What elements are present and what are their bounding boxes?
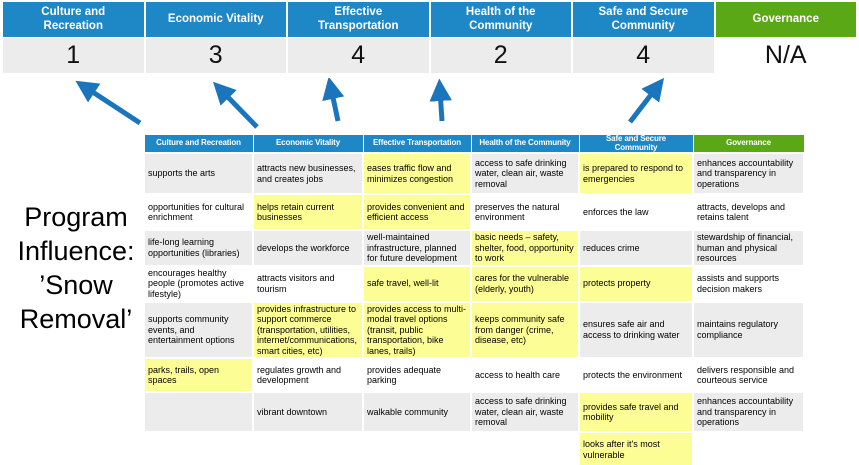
- matrix-cell-governance-r2: attracts, develops and retains talent: [692, 193, 805, 231]
- matrix-cell-economic-vitality-r4: attracts visitors and tourism: [252, 264, 364, 303]
- matrix-header-effective-transportation: Effective Transportation: [362, 134, 472, 154]
- matrix-header-economic-vitality: Economic Vitality: [252, 134, 364, 154]
- matrix-row-5: supports community events, and entertain…: [143, 300, 805, 359]
- matrix-cell-culture-and-recreation-r5: supports community events, and entertain…: [143, 300, 254, 359]
- matrix-header-health-of-the-community: Health of the Community: [470, 134, 580, 154]
- priority-score-value: 4: [288, 38, 429, 73]
- matrix-cell-economic-vitality-r7: vibrant downtown: [252, 391, 364, 433]
- priority-score-value: 1: [3, 38, 144, 73]
- matrix-cell-effective-transportation-r5: provides access to multi-modal travel op…: [362, 300, 472, 359]
- priority-header-label: Economic Vitality: [145, 2, 286, 37]
- matrix-cell-effective-transportation-r2: provides convenient and efficient access: [362, 193, 472, 231]
- matrix-header-governance: Governance: [692, 134, 805, 154]
- arrow-economic-icon: [212, 81, 259, 129]
- priority-matrix-table: Culture and Recreation Economic Vitality E…: [143, 134, 805, 465]
- matrix-row-4: encourages healthy people (promotes acti…: [143, 264, 805, 303]
- matrix-cell-effective-transportation-r4: safe travel, well-lit: [362, 264, 472, 303]
- arrow-culture-icon: [75, 80, 142, 126]
- matrix-cell-effective-transportation-r7: walkable community: [362, 391, 472, 433]
- matrix-cell-safe-and-secure-community-r7: provides safe travel and mobility: [578, 391, 694, 433]
- matrix-cell-governance-r4: assists and supports decision makers: [692, 264, 805, 303]
- matrix-cell-economic-vitality-r1: attracts new businesses, and creates job…: [252, 152, 364, 195]
- matrix-cell-governance-r3: stewardship of financial, human and phys…: [692, 229, 805, 267]
- matrix-row-3: life-long learning opportunities (librar…: [143, 229, 805, 267]
- priority-header-label: Governance: [715, 2, 856, 37]
- priority-column-governance: Governance N/A: [715, 2, 856, 73]
- matrix-cell-effective-transportation-r1: eases traffic flow and minimizes congest…: [362, 152, 472, 195]
- matrix-cell-health-of-the-community-r5: keeps community safe from danger (crime,…: [470, 300, 580, 359]
- matrix-cell-culture-and-recreation-r4: encourages healthy people (promotes acti…: [143, 264, 254, 303]
- matrix-cell-health-of-the-community-r3: basic needs – safety, shelter, food, opp…: [470, 229, 580, 267]
- influence-arrows: [75, 78, 665, 129]
- arrow-transportation-icon: [322, 78, 345, 122]
- matrix-cell-culture-and-recreation-r1: supports the arts: [143, 152, 254, 195]
- matrix-cell-safe-and-secure-community-r8: looks after it's most vulnerable: [578, 431, 694, 465]
- matrix-cell-economic-vitality-r5: provides infrastructure to support comme…: [252, 300, 364, 359]
- matrix-cell-health-of-the-community-r1: access to safe drinking water, clean air…: [470, 152, 580, 195]
- priority-header-label: Effective Transportation: [288, 2, 429, 37]
- arrow-health-icon: [429, 78, 452, 122]
- priority-header-label: Safe and Secure Community: [573, 2, 714, 37]
- matrix-row-7: vibrant downtown walkable community access…: [143, 391, 805, 433]
- matrix-cell-governance-r8: [692, 431, 805, 465]
- matrix-cell-economic-vitality-r6: regulates growth and development: [252, 357, 364, 393]
- matrix-header-culture-and-recreation: Culture and Recreation: [143, 134, 254, 154]
- priority-column-culture-and-recreation: Culture and Recreation 1: [3, 2, 144, 73]
- matrix-cell-health-of-the-community-r7: access to safe drinking water, clean air…: [470, 391, 580, 433]
- matrix-cell-safe-and-secure-community-r1: is prepared to respond to emergencies: [578, 152, 694, 195]
- priority-column-economic-vitality: Economic Vitality 3: [145, 2, 286, 73]
- priority-scoreboard: Culture and Recreation 1 Economic Vitality…: [3, 2, 856, 73]
- priority-score-value: 3: [145, 38, 286, 73]
- matrix-cell-health-of-the-community-r8: [470, 431, 580, 465]
- matrix-cell-culture-and-recreation-r6: parks, trails, open spaces: [143, 357, 254, 393]
- priority-column-effective-transportation: Effective Transportation 4: [288, 2, 429, 73]
- matrix-cell-governance-r6: delivers responsible and courteous servi…: [692, 357, 805, 393]
- matrix-cell-effective-transportation-r6: provides adequate parking: [362, 357, 472, 393]
- matrix-row-8: looks after it's most vulnerable: [143, 431, 805, 465]
- matrix-cell-governance-r1: enhances accountability and transparency…: [692, 152, 805, 195]
- matrix-header-safe-and-secure-community: Safe and Secure Community: [578, 134, 694, 154]
- matrix-row-2: opportunities for cultural enrichment hel…: [143, 193, 805, 231]
- matrix-cell-governance-r7: enhances accountability and transparency…: [692, 391, 805, 433]
- priority-score-value: 2: [430, 38, 571, 73]
- program-influence-title: Program Influence: ’Snow Removal’: [17, 202, 135, 334]
- matrix-cell-economic-vitality-r8: [252, 431, 364, 465]
- matrix-cell-health-of-the-community-r6: access to health care: [470, 357, 580, 393]
- matrix-cell-culture-and-recreation-r8: [143, 431, 254, 465]
- matrix-cell-safe-and-secure-community-r5: ensures safe air and access to drinking …: [578, 300, 694, 359]
- matrix-cell-health-of-the-community-r2: preserves the natural environment: [470, 193, 580, 231]
- priority-score-value: N/A: [715, 38, 856, 73]
- priority-column-health-of-the-community: Health of the Community 2: [430, 2, 571, 73]
- matrix-row-6: parks, trails, open spaces regulates grow…: [143, 357, 805, 393]
- arrow-safe-icon: [628, 78, 665, 124]
- matrix-cell-safe-and-secure-community-r2: enforces the law: [578, 193, 694, 231]
- matrix-cell-safe-and-secure-community-r3: reduces crime: [578, 229, 694, 267]
- matrix-cell-safe-and-secure-community-r4: protects property: [578, 264, 694, 303]
- priority-header-label: Culture and Recreation: [3, 2, 144, 37]
- matrix-row-1: supports the arts attracts new businesses…: [143, 152, 805, 195]
- matrix-cell-effective-transportation-r8: [362, 431, 472, 465]
- matrix-cell-culture-and-recreation-r3: life-long learning opportunities (librar…: [143, 229, 254, 267]
- matrix-cell-governance-r5: maintains regulatory compliance: [692, 300, 805, 359]
- matrix-cell-health-of-the-community-r4: cares for the vulnerable (elderly, youth…: [470, 264, 580, 303]
- priority-column-safe-and-secure-community: Safe and Secure Community 4: [573, 2, 714, 73]
- matrix-cell-economic-vitality-r3: develops the workforce: [252, 229, 364, 267]
- matrix-cell-culture-and-recreation-r2: opportunities for cultural enrichment: [143, 193, 254, 231]
- matrix-cell-safe-and-secure-community-r6: protects the environment: [578, 357, 694, 393]
- matrix-cell-effective-transportation-r3: well-maintained infrastructure, planned …: [362, 229, 472, 267]
- priority-header-label: Health of the Community: [430, 2, 571, 37]
- matrix-cell-culture-and-recreation-r7: [143, 391, 254, 433]
- priority-score-value: 4: [573, 38, 714, 73]
- matrix-cell-economic-vitality-r2: helps retain current businesses: [252, 193, 364, 231]
